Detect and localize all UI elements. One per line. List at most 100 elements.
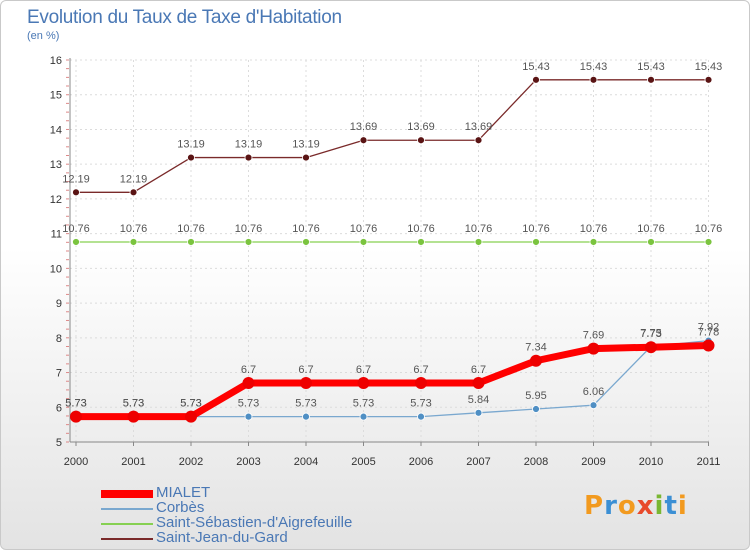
data-label: 15.43 bbox=[522, 61, 550, 73]
data-point bbox=[704, 75, 713, 84]
data-point bbox=[472, 376, 485, 389]
x-tick-label: 2010 bbox=[639, 456, 663, 468]
data-point bbox=[302, 238, 310, 246]
y-tick-label: 5 bbox=[56, 437, 62, 449]
legend-swatch bbox=[101, 490, 153, 498]
data-label: 13.19 bbox=[177, 139, 205, 151]
series-group: 5.73 5.73 5.73 5.73 5.73 5.73 5.73 5.84 5.95 6.06… bbox=[65, 322, 719, 421]
data-label: 5.73 bbox=[180, 398, 201, 410]
x-tick-label: 2004 bbox=[294, 456, 318, 468]
data-point bbox=[357, 376, 370, 389]
x-tick-label: 2001 bbox=[121, 456, 145, 468]
data-point bbox=[302, 412, 310, 421]
series-line bbox=[72, 341, 712, 421]
data-label: 7.78 bbox=[698, 326, 719, 338]
data-point bbox=[244, 153, 253, 162]
data-label: 10.76 bbox=[522, 223, 550, 235]
data-label: 5.73 bbox=[238, 398, 259, 410]
data-point bbox=[187, 153, 195, 162]
chart-title: Evolution du Taux de Taxe d'Habitation bbox=[27, 7, 342, 28]
data-point bbox=[589, 238, 598, 246]
data-label: 6.7 bbox=[356, 364, 371, 376]
data-label: 5.73 bbox=[180, 398, 201, 410]
data-point bbox=[359, 412, 368, 421]
chart-unit-label: (en %) bbox=[27, 30, 60, 42]
data-point bbox=[589, 401, 598, 410]
data-label: 5.95 bbox=[525, 390, 546, 402]
data-label: 12.19 bbox=[62, 173, 90, 185]
data-point bbox=[185, 410, 197, 423]
legend-label: Saint-Jean-du-Gard bbox=[156, 529, 288, 546]
legend-label: Saint-Sébastien-d'Aigrefeuille bbox=[156, 514, 353, 531]
data-label: 13.69 bbox=[465, 121, 493, 133]
series-group: 10.76 10.76 10.76 10.76 10.76 10.76 10.76 10.76… bbox=[62, 223, 722, 246]
data-point bbox=[532, 405, 540, 413]
y-tick-label: 7 bbox=[56, 368, 62, 380]
data-point bbox=[72, 238, 80, 246]
data-label: 5.73 bbox=[123, 398, 144, 410]
data-point bbox=[532, 238, 540, 246]
data-point bbox=[587, 342, 600, 355]
y-tick-label: 8 bbox=[56, 333, 62, 345]
data-label: 10.76 bbox=[350, 223, 378, 235]
data-point bbox=[244, 412, 253, 421]
x-tick-label: 2008 bbox=[524, 456, 548, 468]
y-tick-label: 15 bbox=[50, 90, 62, 102]
data-label: 13.19 bbox=[292, 139, 320, 151]
data-point bbox=[127, 410, 140, 423]
data-label: 5.73 bbox=[295, 398, 316, 410]
data-point bbox=[187, 238, 195, 246]
data-point bbox=[244, 238, 253, 246]
data-label: 15.43 bbox=[695, 61, 723, 73]
x-tick-label: 2003 bbox=[236, 456, 260, 468]
y-tick-label: 12 bbox=[50, 194, 62, 206]
data-point bbox=[589, 75, 598, 84]
data-point bbox=[532, 75, 540, 84]
data-label: 5.73 bbox=[410, 398, 431, 410]
data-point bbox=[359, 238, 368, 246]
x-tick-label: 2002 bbox=[179, 456, 203, 468]
data-point bbox=[417, 238, 425, 246]
data-label: 10.76 bbox=[292, 223, 320, 235]
data-label: 5.84 bbox=[468, 394, 489, 406]
data-label: 7.34 bbox=[525, 342, 546, 354]
y-tick-label: 6 bbox=[56, 402, 62, 414]
x-tick-label: 2006 bbox=[409, 456, 433, 468]
data-label: 10.76 bbox=[120, 223, 148, 235]
data-point bbox=[415, 376, 427, 389]
data-label: 10.76 bbox=[695, 223, 723, 235]
series-group: 5.73 5.73 5.736.7 6.7 6.7 6.7 6.77.347.69 7.73 7… bbox=[65, 326, 719, 423]
data-label: 15.43 bbox=[637, 61, 665, 73]
data-label: 10.76 bbox=[465, 223, 493, 235]
data-point bbox=[647, 75, 655, 84]
data-point bbox=[70, 410, 82, 423]
data-point bbox=[647, 238, 655, 246]
data-label: 10.76 bbox=[235, 223, 263, 235]
series-group: 12.19 12.19 13.19 13.19 13.19 13.69 13.69 13.69… bbox=[62, 61, 723, 197]
legend-swatch bbox=[101, 523, 153, 525]
x-tick-label: 2000 bbox=[64, 456, 88, 468]
data-label: 5.73 bbox=[65, 398, 86, 410]
data-point bbox=[704, 238, 713, 246]
data-label: 10.76 bbox=[637, 223, 665, 235]
y-tick-label: 13 bbox=[50, 159, 62, 171]
y-tick-label: 14 bbox=[50, 124, 62, 136]
data-label: 6.7 bbox=[241, 364, 256, 376]
data-point bbox=[417, 136, 425, 145]
data-point bbox=[300, 376, 312, 389]
y-tick-label: 10 bbox=[50, 263, 62, 275]
legend-label: Corbès bbox=[156, 499, 205, 516]
y-tick-label: 9 bbox=[56, 298, 62, 310]
data-label: 7.92 bbox=[698, 322, 719, 334]
data-label: 5.73 bbox=[65, 398, 86, 410]
proxiti-logo: Proxiti bbox=[584, 491, 688, 521]
data-point bbox=[417, 412, 425, 421]
data-label: 6.7 bbox=[413, 364, 428, 376]
legend-swatch bbox=[101, 538, 153, 540]
data-label: 15.43 bbox=[580, 61, 608, 73]
data-point bbox=[530, 354, 542, 367]
data-point bbox=[242, 376, 255, 389]
y-tick-label: 16 bbox=[50, 55, 62, 67]
